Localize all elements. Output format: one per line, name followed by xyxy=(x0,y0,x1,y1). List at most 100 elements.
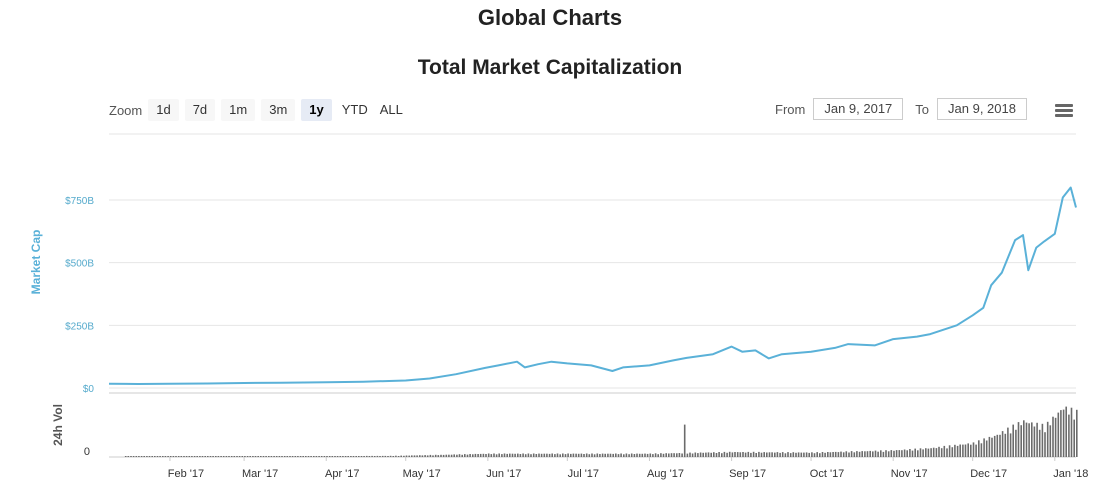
volume-bar xyxy=(236,456,238,457)
volume-bar xyxy=(736,452,739,457)
volume-bar xyxy=(143,456,145,457)
volume-bar xyxy=(1007,427,1009,457)
volume-bar xyxy=(832,452,834,457)
volume-bar xyxy=(787,452,789,457)
volume-bar xyxy=(1004,433,1007,457)
volume-bar xyxy=(302,456,304,457)
volume-bar xyxy=(959,444,961,457)
zoom-7d-button[interactable]: 7d xyxy=(184,99,216,121)
volume-bar xyxy=(946,448,948,457)
volume-bar xyxy=(903,449,906,457)
volume-bar xyxy=(225,456,228,457)
volume-bar xyxy=(999,434,1001,457)
volume-bar xyxy=(943,445,946,457)
volume-bar xyxy=(805,452,808,457)
market-cap-series-line xyxy=(108,186,1077,385)
volume-bar xyxy=(207,456,209,457)
zoom-ytd-button[interactable]: YTD xyxy=(341,102,368,117)
volume-bar xyxy=(567,453,569,457)
volume-bar xyxy=(331,456,334,457)
volume-bar xyxy=(797,452,800,457)
volume-bar xyxy=(511,453,514,457)
volume-bar xyxy=(1062,409,1065,457)
hamburger-menu-icon[interactable] xyxy=(1055,104,1073,118)
zoom-3m-button[interactable]: 3m xyxy=(261,99,296,121)
volume-bar xyxy=(972,442,975,457)
volume-bar xyxy=(445,454,448,457)
volume-bar xyxy=(180,456,183,457)
zoom-all-button[interactable]: ALL xyxy=(379,102,403,117)
zoom-1y-button[interactable]: 1y xyxy=(301,99,332,121)
volume-bar xyxy=(411,455,413,457)
volume-bar xyxy=(630,453,633,457)
volume-bar xyxy=(694,452,697,457)
volume-bar xyxy=(212,456,214,457)
volume-bar xyxy=(419,455,421,457)
volume-bar xyxy=(477,454,479,457)
volume-bar xyxy=(930,448,932,457)
volume-bar xyxy=(734,452,736,457)
volume-bar xyxy=(1049,425,1052,457)
volume-bar xyxy=(347,456,349,457)
volume-bar xyxy=(278,456,281,457)
volume-bar xyxy=(880,450,882,457)
volume-bar xyxy=(914,448,916,457)
volume-bar xyxy=(993,435,996,457)
volume-bar xyxy=(294,456,297,457)
volume-bar xyxy=(641,453,644,457)
volume-bar xyxy=(519,454,522,457)
volume-bar xyxy=(1038,429,1041,457)
volume-bar xyxy=(127,456,130,457)
volume-bar xyxy=(326,456,328,457)
volume-bar xyxy=(169,456,172,457)
volume-bar xyxy=(676,453,678,457)
volume-bar xyxy=(450,454,453,457)
volume-bar xyxy=(962,444,964,457)
volume-bar xyxy=(352,456,355,457)
volume-bar xyxy=(472,454,474,457)
volume-bar xyxy=(869,450,871,457)
volume-bar xyxy=(456,454,458,457)
volume-bar xyxy=(615,453,617,457)
zoom-1m-button[interactable]: 1m xyxy=(221,99,256,121)
zoom-1d-button[interactable]: 1d xyxy=(148,99,179,121)
volume-bar xyxy=(252,456,254,457)
from-date-input[interactable]: Jan 9, 2017 xyxy=(813,98,904,120)
volume-bar xyxy=(996,434,999,457)
volume-bar xyxy=(803,452,805,457)
volume-bar xyxy=(387,456,389,457)
volume-bar xyxy=(389,455,392,457)
volume-bar xyxy=(932,447,935,457)
volume-bar xyxy=(1076,409,1078,457)
volume-bar xyxy=(183,456,185,457)
volume-bar xyxy=(479,453,482,457)
volume-bar xyxy=(514,453,516,457)
volume-bar xyxy=(935,448,938,457)
volume-bar xyxy=(503,453,506,457)
volume-bar xyxy=(246,456,249,457)
volume-bar xyxy=(556,453,559,457)
volume-bar xyxy=(305,456,307,457)
volume-bar xyxy=(985,440,988,457)
volume-bar xyxy=(548,453,551,457)
volume-bar xyxy=(273,456,275,457)
to-date-input[interactable]: Jan 9, 2018 xyxy=(937,98,1027,120)
volume-bar xyxy=(395,455,397,457)
volume-bar xyxy=(771,452,773,457)
volume-bar xyxy=(617,454,620,457)
volume-bar xyxy=(707,452,710,457)
volume-bar xyxy=(612,453,614,457)
volume-bar xyxy=(951,447,954,457)
from-label: From xyxy=(775,101,806,117)
volume-bar xyxy=(827,452,829,457)
volume-bar xyxy=(887,451,890,457)
volume-bar xyxy=(535,454,538,457)
volume-bar xyxy=(699,452,702,457)
volume-bar xyxy=(154,456,156,457)
volume-bar xyxy=(482,453,485,457)
volume-bar xyxy=(201,456,204,457)
volume-bar xyxy=(429,454,432,457)
volume-bar xyxy=(850,451,853,457)
volume-bar xyxy=(1060,410,1062,457)
